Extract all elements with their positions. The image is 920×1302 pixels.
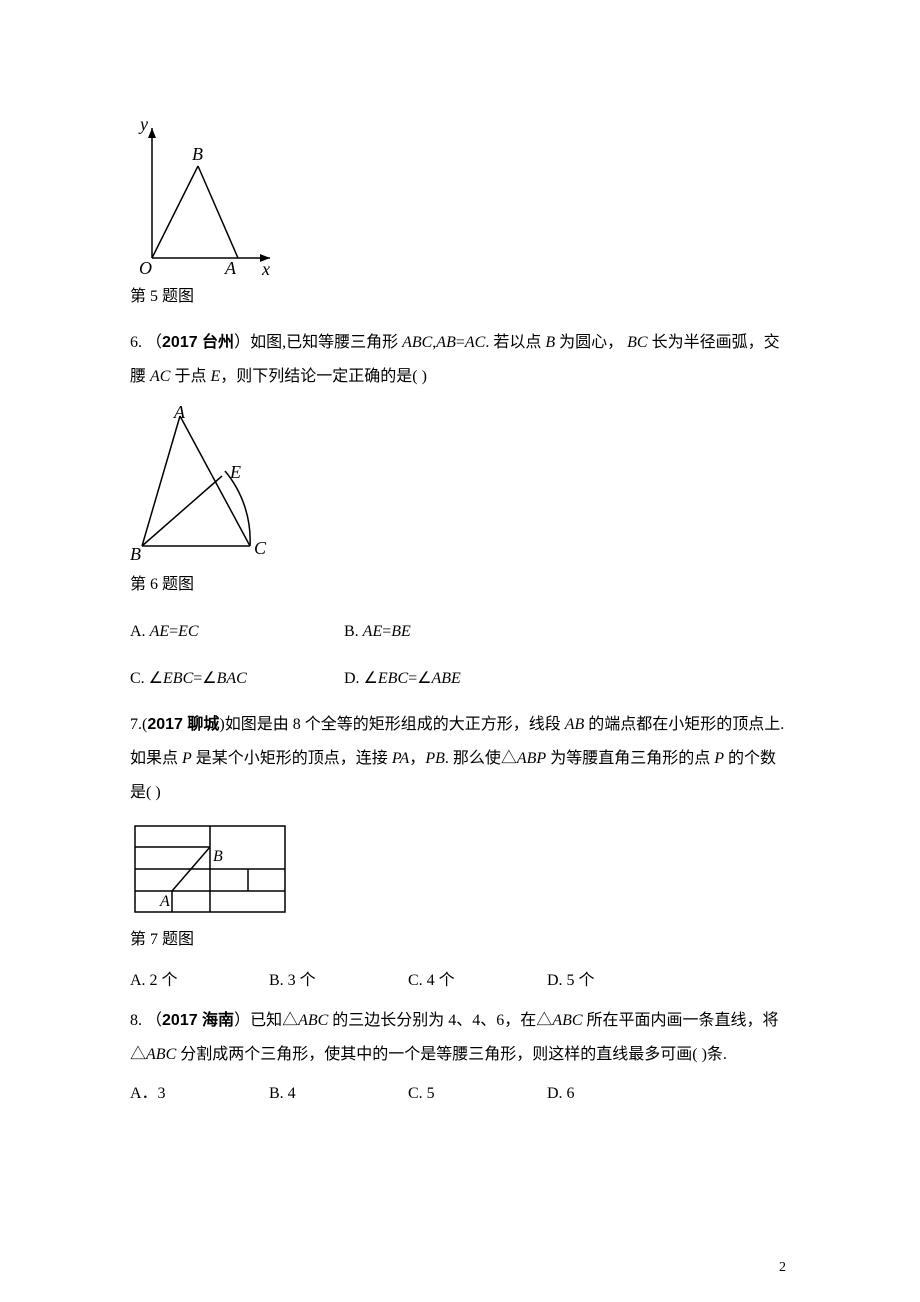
q7-tag: 2017 聊城	[147, 716, 219, 733]
q6-i9: BC	[627, 334, 647, 351]
q7-t5: 是某个小矩形的顶点，连接	[192, 750, 392, 767]
q6-optD-pre: D. ∠	[344, 670, 378, 687]
q8-t1: ）已知△	[234, 1012, 298, 1029]
question-8-text: 8. （2017 海南）已知△ABC 的三边长分别为 4、4、6，在△ABC 所…	[130, 1004, 790, 1071]
q6-optB-pre: B.	[344, 623, 363, 640]
q8-t7: 分割成两个三角形，使其中的一个是等腰三角形，则这样的直线最多可画( )条.	[176, 1046, 727, 1063]
q6-optA-2: =	[169, 623, 178, 640]
q8-i6: ABC	[146, 1046, 176, 1063]
q6-t4: =	[456, 334, 465, 351]
q8-opt-A: A．3	[130, 1083, 265, 1105]
q8-opt-B: B. 4	[269, 1083, 404, 1105]
q6-optC-pre: C. ∠	[130, 670, 163, 687]
q6-i3: AB	[436, 334, 456, 351]
question-8-options: A．3 B. 4 C. 5 D. 6	[130, 1083, 790, 1105]
q7-i10: ABP	[517, 750, 546, 767]
figure-6-caption: 第 6 题图	[130, 574, 790, 596]
q6-i1: ABC	[402, 334, 432, 351]
q6-t8: 为圆心，	[555, 334, 627, 351]
q8-t3: 的三边长分别为 4、4、6，在△	[328, 1012, 552, 1029]
q7-t7: ，	[409, 750, 425, 767]
q6-optD-3: ABE	[432, 670, 461, 687]
q6-a: ）如图,已知等腰三角形	[234, 334, 402, 351]
q6-optA-1: AE	[150, 623, 170, 640]
q8-opt-D: D. 6	[547, 1083, 667, 1105]
q7-t1: )如图是由 8 个全等的矩形组成的大正方形，线段	[219, 716, 564, 733]
q7-i6: PA	[392, 750, 409, 767]
q6-optC-3: BAC	[217, 670, 247, 687]
q7-i4: P	[182, 750, 192, 767]
q6-optD-2: =∠	[408, 670, 431, 687]
q6-i11: AC	[150, 368, 170, 385]
q7-t9: . 那么使△	[445, 750, 517, 767]
q6-optB-1: AE	[363, 623, 383, 640]
q7-opt-D: D. 5 个	[547, 970, 667, 992]
figure-6: A B C E	[130, 406, 790, 566]
fig5-label-x: x	[261, 259, 270, 278]
q7-i8: PB	[425, 750, 445, 767]
q8-opt-C: C. 5	[408, 1083, 543, 1105]
q7-i12: P	[714, 750, 724, 767]
q6-t6: . 若以点	[485, 334, 545, 351]
q6-tag: 2017 台州	[162, 334, 234, 351]
fig6-label-E: E	[229, 462, 241, 482]
figure-7-caption: 第 7 题图	[130, 929, 790, 951]
fig6-label-C: C	[254, 538, 267, 558]
fig6-label-A: A	[173, 406, 186, 422]
q7-t11: 为等腰直角三角形的点	[546, 750, 714, 767]
q8-prefix: 8. （	[130, 1012, 162, 1029]
fig5-label-O: O	[139, 258, 152, 278]
q8-i2: ABC	[298, 1012, 328, 1029]
q7-prefix: 7.(	[130, 716, 147, 733]
question-7-text: 7.(2017 聊城)如图是由 8 个全等的矩形组成的大正方形，线段 AB 的端…	[130, 708, 790, 809]
q8-tag: 2017 海南	[162, 1012, 234, 1029]
figure-7: A B	[130, 821, 790, 921]
q6-t14: ，则下列结论一定正确的是( )	[220, 368, 427, 385]
q7-i2: AB	[565, 716, 585, 733]
fig5-label-y: y	[138, 118, 148, 134]
q6-optA-pre: A.	[130, 623, 150, 640]
fig7-label-A: A	[159, 893, 170, 910]
q6-optB-3: BE	[391, 623, 411, 640]
q6-optD-1: EBC	[378, 670, 408, 687]
fig7-label-B: B	[213, 848, 223, 865]
fig5-label-A: A	[224, 258, 237, 278]
question-6-options-row1: A. AE=EC B. AE=BE	[130, 614, 790, 649]
q7-opt-B: B. 3 个	[269, 970, 404, 992]
question-7-options: A. 2 个 B. 3 个 C. 4 个 D. 5 个	[130, 970, 790, 992]
q6-optA-3: EC	[178, 623, 198, 640]
q6-t12: 于点	[170, 368, 210, 385]
q8-i4: ABC	[552, 1012, 582, 1029]
fig5-label-B: B	[192, 144, 203, 164]
q6-optC-1: EBC	[163, 670, 193, 687]
q6-optC-2: =∠	[193, 670, 216, 687]
q7-opt-C: C. 4 个	[408, 970, 543, 992]
fig6-label-B: B	[130, 544, 141, 564]
q6-i7: B	[545, 334, 555, 351]
figure-5: y x O A B	[130, 118, 790, 278]
q6-optB-2: =	[382, 623, 391, 640]
question-6-options-row2: C. ∠EBC=∠BAC D. ∠EBC=∠ABE	[130, 661, 790, 696]
question-6-text: 6. （2017 台州）如图,已知等腰三角形 ABC,AB=AC. 若以点 B …	[130, 326, 790, 393]
figure-5-caption: 第 5 题图	[130, 286, 790, 308]
q6-i5: AC	[465, 334, 485, 351]
q7-opt-A: A. 2 个	[130, 970, 265, 992]
q6-i13: E	[210, 368, 220, 385]
page-number: 2	[779, 1258, 786, 1278]
q6-prefix: 6. （	[130, 334, 162, 351]
